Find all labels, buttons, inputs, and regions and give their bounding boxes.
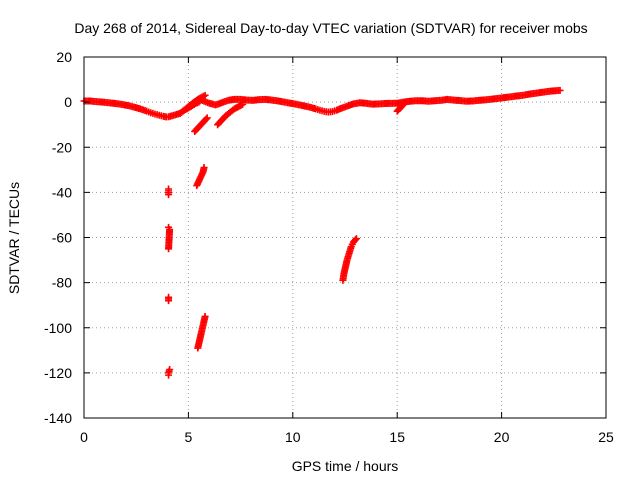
x-tick-label: 5 [185, 429, 193, 445]
x-tick-label: 10 [285, 429, 301, 445]
grid-lines [84, 57, 606, 418]
data-point [401, 99, 409, 107]
y-tick-label: -140 [44, 410, 72, 426]
data-point [165, 297, 173, 305]
y-tick-label: -20 [52, 139, 72, 155]
data-point [165, 191, 173, 199]
y-axis-label: SDTVAR / TECUs [6, 182, 22, 294]
data-point [200, 164, 208, 172]
y-tick-label: -120 [44, 365, 72, 381]
x-tick-label: 25 [598, 429, 614, 445]
x-tick-label: 0 [80, 429, 88, 445]
data-point [202, 115, 210, 123]
data-point [352, 235, 360, 243]
axis-ticks: 0 5 10 15 20 25 20 0 -20 -40 -60 -80 -100 -120 -140 [44, 49, 614, 445]
y-tick-label: -60 [52, 230, 72, 246]
chart-title: Day 268 of 2014, Sidereal Day-to-day VTE… [74, 20, 587, 36]
data-point [239, 100, 247, 108]
data-point [165, 371, 173, 379]
y-tick-label: 20 [56, 49, 72, 65]
data-point [201, 91, 209, 99]
x-tick-label: 15 [389, 429, 405, 445]
data-point [201, 312, 209, 320]
x-tick-label: 20 [494, 429, 510, 445]
y-tick-label: -40 [52, 184, 72, 200]
data-point [203, 114, 211, 122]
y-tick-label: -80 [52, 275, 72, 291]
x-axis-label: GPS time / hours [292, 458, 399, 474]
y-tick-label: 0 [64, 94, 72, 110]
data-point [351, 236, 359, 244]
data-points [80, 86, 564, 379]
data-point [402, 98, 410, 106]
data-point [556, 86, 564, 94]
data-point [165, 245, 173, 253]
y-tick-label: -100 [44, 320, 72, 336]
